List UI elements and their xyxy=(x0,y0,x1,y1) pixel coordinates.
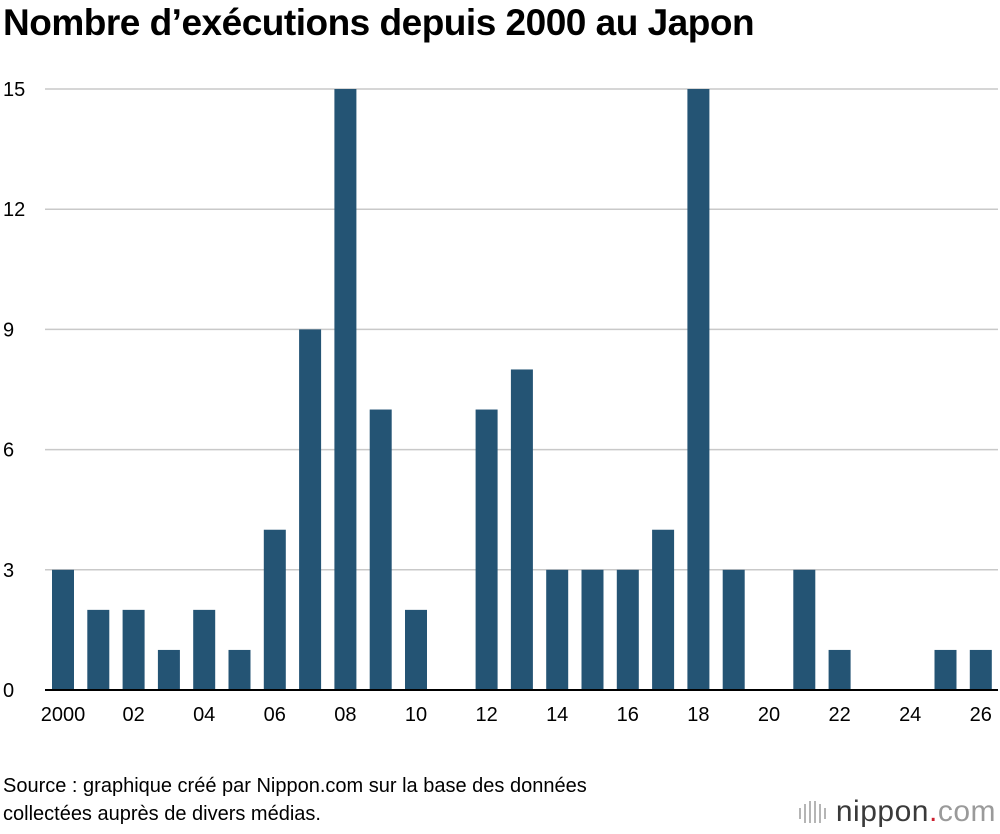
y-tick-labels: 0 3 6 9 12 15 xyxy=(3,79,25,702)
source-line-1: Source : graphique créé par Nippon.com s… xyxy=(3,775,587,797)
bar-2026 xyxy=(969,649,992,690)
bar-2005 xyxy=(228,649,251,690)
x-tick-labels: 2000 02 04 06 08 10 12 14 16 18 20 22 24 26 xyxy=(41,704,992,726)
bar-2004 xyxy=(193,609,216,690)
bar-2014 xyxy=(546,569,569,690)
bar-2003 xyxy=(157,649,180,690)
bar-2009 xyxy=(369,409,392,690)
y-tick-label: 15 xyxy=(3,79,25,101)
x-tick-label: 22 xyxy=(828,704,850,726)
bar-2021 xyxy=(793,569,816,690)
x-tick-label: 18 xyxy=(687,704,709,726)
nippon-logo-icon xyxy=(798,801,826,823)
bar-2016 xyxy=(616,569,639,690)
bar-2007 xyxy=(299,329,322,690)
y-tick-label: 3 xyxy=(3,560,14,582)
bars xyxy=(52,89,992,690)
y-tick-label: 6 xyxy=(3,440,14,462)
bar-2010 xyxy=(405,609,427,690)
x-tick-label: 08 xyxy=(334,704,356,726)
x-tick-label: 26 xyxy=(970,704,992,726)
bar-2006 xyxy=(263,529,286,690)
x-tick-label: 06 xyxy=(264,704,286,726)
x-tick-label: 10 xyxy=(405,704,427,726)
logo-dot: . xyxy=(928,795,938,828)
logo-text: nippon.com xyxy=(836,795,996,829)
x-tick-label: 04 xyxy=(193,704,215,726)
source-note: Source : graphique créé par Nippon.com s… xyxy=(3,772,587,828)
x-tick-label: 20 xyxy=(758,704,780,726)
bar-2018 xyxy=(687,89,710,690)
bar-2019 xyxy=(722,569,745,690)
bar-2012 xyxy=(475,409,498,690)
x-tick-label: 16 xyxy=(617,704,639,726)
x-tick-label: 02 xyxy=(122,704,144,726)
y-tick-label: 0 xyxy=(3,680,14,702)
bar-2000 xyxy=(52,569,74,690)
x-tick-label: 12 xyxy=(475,704,497,726)
x-tick-label: 14 xyxy=(546,704,568,726)
bar-2025 xyxy=(934,649,957,690)
bar-2022 xyxy=(828,649,851,690)
chart-title: Nombre d’exécutions depuis 2000 au Japon xyxy=(3,2,755,43)
nippon-logo: nippon.com xyxy=(798,795,996,829)
bar-chart: 0 3 6 9 12 15 2000 02 04 06 08 10 12 14 16 18 20 22 24 26 xyxy=(3,79,998,726)
bar-2002 xyxy=(122,609,145,690)
logo-suffix: com xyxy=(937,795,996,828)
x-tick-label: 24 xyxy=(899,704,921,726)
y-tick-label: 9 xyxy=(3,319,14,341)
bar-2013 xyxy=(510,369,533,690)
y-tick-label: 12 xyxy=(3,199,25,221)
x-tick-label: 2000 xyxy=(41,704,86,726)
bar-2008 xyxy=(334,89,357,690)
source-line-2: collectées auprès de divers médias. xyxy=(3,803,321,825)
bar-2015 xyxy=(581,569,604,690)
logo-name: nippon xyxy=(835,795,929,828)
bar-2001 xyxy=(87,609,110,690)
bar-2017 xyxy=(652,529,675,690)
